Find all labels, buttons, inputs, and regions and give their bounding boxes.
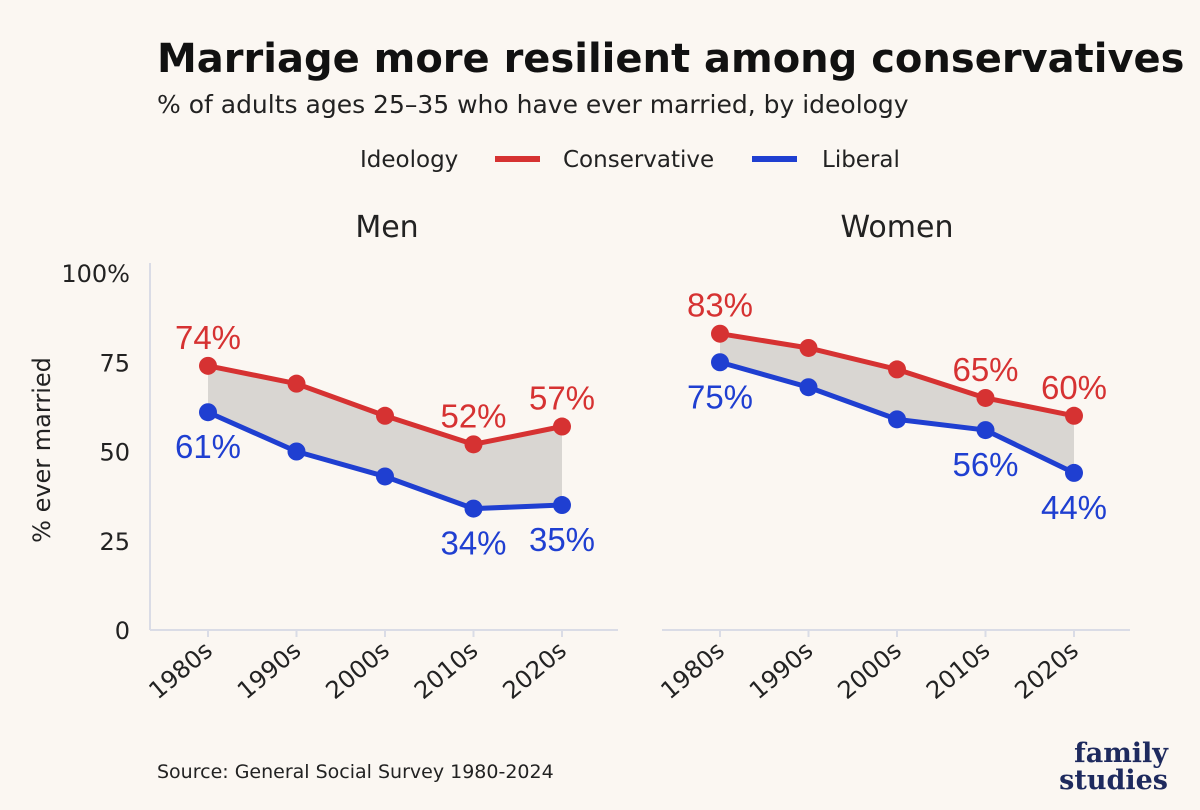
x-tick-label: 2000s: [320, 636, 394, 705]
y-tick-label: 100%: [61, 260, 130, 288]
chart-subtitle: % of adults ages 25–35 who have ever mar…: [157, 90, 909, 119]
data-point-women-conservative: [799, 338, 818, 357]
data-point-women-liberal: [1065, 463, 1083, 482]
data-label-women-conservative: 65%: [952, 351, 1018, 388]
data-point-women-conservative: [888, 360, 906, 379]
x-tick-label: 2000s: [832, 636, 906, 705]
data-point-men-conservative: [553, 417, 571, 436]
x-tick-label: 1980s: [143, 636, 217, 705]
data-label-women-conservative: 83%: [687, 287, 753, 324]
data-point-women-conservative: [711, 324, 729, 343]
legend: Ideology Conservative Liberal: [360, 147, 900, 173]
x-tick-label: 2010s: [409, 636, 483, 705]
x-tick-label: 1990s: [232, 636, 306, 705]
data-point-men-liberal: [464, 499, 483, 518]
data-label-men-liberal: 34%: [440, 525, 506, 562]
data-point-men-conservative: [199, 356, 217, 375]
y-tick-label: 50: [99, 439, 130, 467]
data-point-men-conservative: [376, 406, 394, 425]
data-point-women-liberal: [711, 353, 729, 372]
data-label-men-conservative: 57%: [529, 380, 595, 417]
data-label-men-conservative: 52%: [440, 397, 506, 434]
panel-title-women: Women: [841, 210, 954, 245]
chart-title: Marriage more resilient among conservati…: [157, 36, 1184, 82]
data-point-men-liberal: [553, 496, 571, 515]
data-label-women-conservative: 60%: [1041, 369, 1107, 406]
data-label-men-liberal: 35%: [529, 521, 595, 558]
data-label-men-conservative: 74%: [175, 319, 241, 356]
data-point-women-conservative: [976, 388, 995, 407]
source-note: Source: General Social Survey 1980-2024: [157, 761, 554, 783]
y-tick-label: 25: [99, 528, 130, 556]
data-point-women-conservative: [1065, 406, 1083, 425]
data-point-men-liberal: [376, 467, 394, 486]
x-tick-label: 1990s: [744, 636, 818, 705]
data-point-men-conservative: [287, 374, 306, 393]
data-point-women-liberal: [799, 378, 818, 397]
x-tick-label: 2020s: [1009, 636, 1083, 705]
gap-band-men: [208, 365, 562, 509]
x-tick-label: 2020s: [497, 636, 571, 705]
x-tick-label: 1980s: [655, 636, 729, 705]
data-label-women-liberal: 75%: [687, 378, 753, 415]
gap-band-women: [720, 333, 1074, 473]
legend-title: Ideology: [360, 147, 458, 173]
data-label-men-liberal: 61%: [175, 428, 241, 465]
legend-label-conservative: Conservative: [563, 147, 714, 173]
family-studies-logo: family studies: [1059, 738, 1169, 796]
legend-label-liberal: Liberal: [822, 147, 900, 173]
y-axis-label: % ever married: [28, 357, 56, 543]
data-point-women-liberal: [976, 421, 995, 440]
y-tick-label: 0: [115, 617, 130, 645]
logo-line-2: studies: [1059, 765, 1168, 796]
data-label-women-liberal: 56%: [952, 446, 1018, 483]
data-point-men-liberal: [199, 403, 217, 422]
data-point-men-liberal: [287, 442, 306, 461]
logo-line-1: family: [1074, 738, 1169, 769]
x-tick-label: 2010s: [921, 636, 995, 705]
y-tick-label: 75: [99, 349, 130, 377]
panel-title-men: Men: [355, 210, 418, 245]
data-label-women-liberal: 44%: [1041, 489, 1107, 526]
data-point-men-conservative: [464, 435, 483, 454]
data-point-women-liberal: [888, 410, 906, 429]
